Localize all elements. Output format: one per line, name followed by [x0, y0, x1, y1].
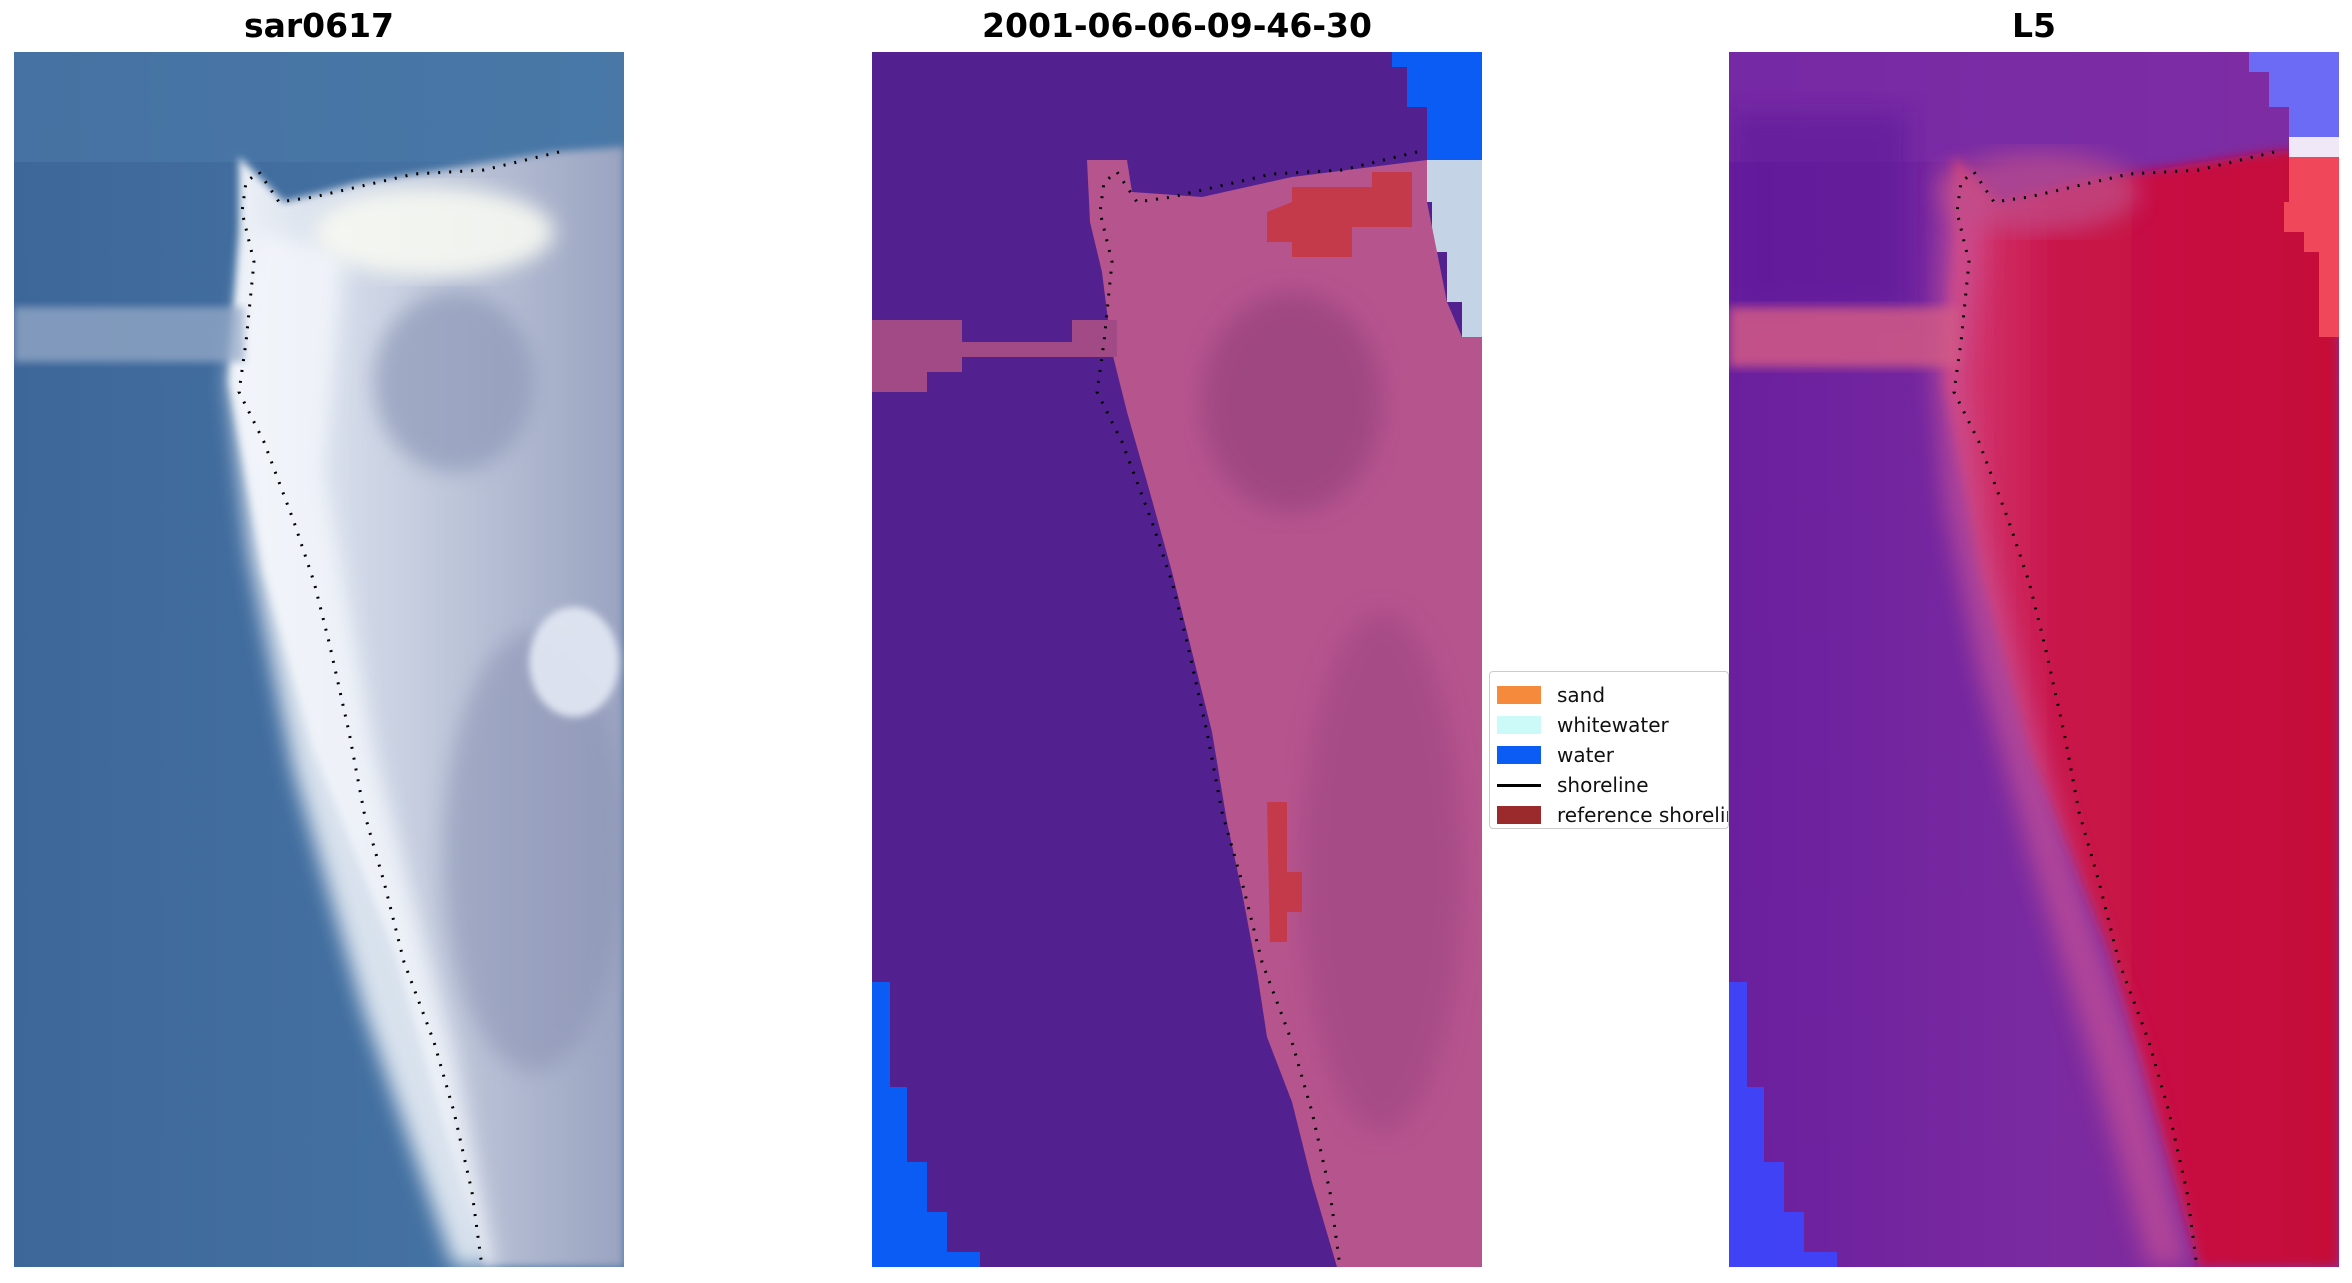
legend-label-reference-shoreline: reference shoreline: [1557, 803, 1728, 827]
legend-swatch-sand: [1497, 686, 1541, 704]
classification-image: [872, 52, 1482, 1267]
rgb-image-panel: [14, 52, 624, 1267]
legend-swatch-water: [1497, 746, 1541, 764]
legend-line-shoreline: [1497, 783, 1541, 787]
legend-label-shoreline: shoreline: [1557, 773, 1649, 797]
legend-swatch-reference-shoreline: [1497, 806, 1541, 824]
index-image: [1729, 52, 2339, 1267]
panel-title-classification: 2001-06-06-09-46-30: [982, 6, 1372, 45]
classification-panel: [872, 52, 1482, 1267]
legend-label-whitewater: whitewater: [1557, 713, 1669, 737]
rgb-image: [14, 52, 624, 1267]
legend-item-sand: sand: [1497, 682, 1605, 708]
shoreline-line: [237, 150, 560, 1267]
legend: sand whitewater water shoreline referenc…: [1489, 671, 1729, 829]
legend-swatch-whitewater: [1497, 716, 1541, 734]
shoreline-line: [1095, 150, 1418, 1267]
legend-label-sand: sand: [1557, 683, 1606, 707]
panel-title-rgb: sar0617: [243, 6, 395, 45]
legend-item-shoreline: shoreline: [1497, 772, 1649, 798]
legend-item-reference-shoreline: reference shoreline: [1497, 802, 1728, 828]
index-panel: [1729, 52, 2339, 1267]
legend-item-water: water: [1497, 742, 1614, 768]
panel-title-index: L5: [2012, 6, 2056, 45]
legend-item-whitewater: whitewater: [1497, 712, 1669, 738]
legend-label-water: water: [1557, 743, 1614, 767]
shoreline-line: [1952, 150, 2275, 1267]
